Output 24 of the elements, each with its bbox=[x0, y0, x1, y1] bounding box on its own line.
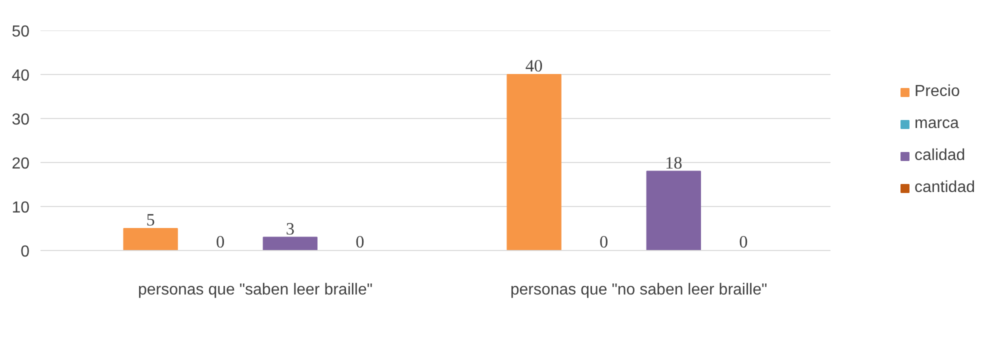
data-label: 5 bbox=[146, 210, 155, 230]
y-tick-label: 0 bbox=[20, 244, 30, 260]
y-tick-label: 40 bbox=[12, 68, 30, 84]
bar bbox=[506, 74, 562, 250]
data-label: 40 bbox=[525, 56, 543, 76]
bar bbox=[262, 236, 318, 250]
y-tick-label: 20 bbox=[12, 156, 30, 172]
x-tick-label: personas que "no saben leer braille" bbox=[510, 282, 768, 298]
y-tick-label: 10 bbox=[12, 200, 30, 216]
bar bbox=[646, 170, 701, 250]
legend-label: Precio bbox=[914, 83, 960, 101]
data-label: 0 bbox=[216, 232, 225, 252]
data-label: 0 bbox=[356, 232, 364, 252]
legend-label: marca bbox=[914, 115, 959, 133]
data-label: 18 bbox=[664, 153, 682, 172]
legend-label: cantidad bbox=[914, 179, 975, 197]
y-tick-label: 30 bbox=[12, 112, 30, 128]
legend-label: calidad bbox=[914, 147, 966, 165]
x-tick-label: personas que "saben leer braille" bbox=[138, 282, 373, 298]
bar bbox=[123, 228, 178, 250]
data-label: 3 bbox=[286, 219, 294, 238]
data-label: 0 bbox=[739, 232, 748, 252]
data-label: 0 bbox=[600, 232, 608, 252]
y-tick-label: 50 bbox=[12, 24, 30, 40]
